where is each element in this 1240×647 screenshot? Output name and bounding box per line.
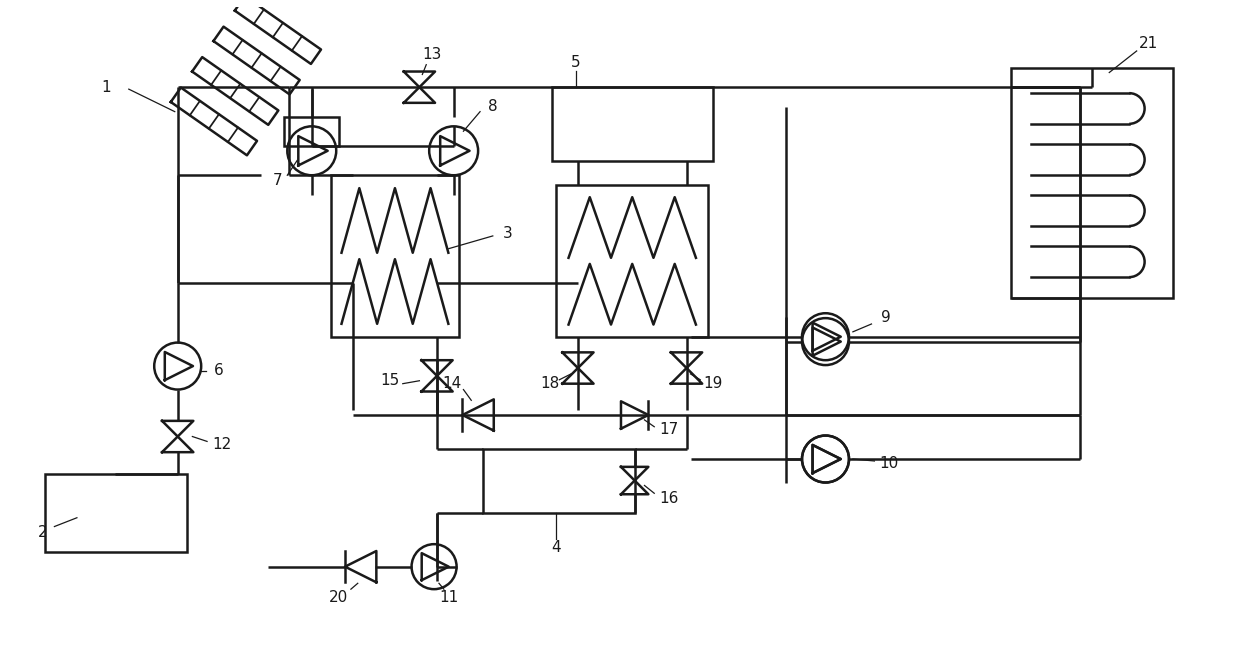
Text: 2: 2 (38, 525, 47, 540)
Text: 8: 8 (489, 99, 497, 115)
Text: 18: 18 (539, 376, 559, 391)
Bar (557, 185, 708, 336)
Text: 14: 14 (443, 376, 461, 391)
Text: 16: 16 (660, 490, 678, 506)
Text: 5: 5 (572, 55, 580, 71)
Text: 15: 15 (381, 373, 399, 388)
Bar (284, 116, 340, 146)
Text: 12: 12 (212, 437, 232, 452)
Bar (1012, 68, 1173, 298)
Text: 4: 4 (552, 540, 562, 554)
Bar (331, 175, 459, 336)
Text: 20: 20 (329, 591, 347, 606)
Text: 11: 11 (439, 591, 459, 606)
Text: 3: 3 (502, 226, 512, 241)
Text: 17: 17 (660, 422, 678, 437)
Text: 19: 19 (703, 376, 723, 391)
Bar (552, 87, 713, 160)
Bar (484, 449, 635, 513)
Text: 6: 6 (215, 364, 223, 378)
Text: 9: 9 (882, 310, 892, 325)
Text: 21: 21 (1138, 36, 1158, 50)
Text: 7: 7 (273, 173, 283, 188)
Bar (45, 474, 186, 552)
Text: 10: 10 (879, 456, 899, 472)
Text: 13: 13 (423, 47, 441, 62)
Text: 1: 1 (102, 80, 112, 94)
